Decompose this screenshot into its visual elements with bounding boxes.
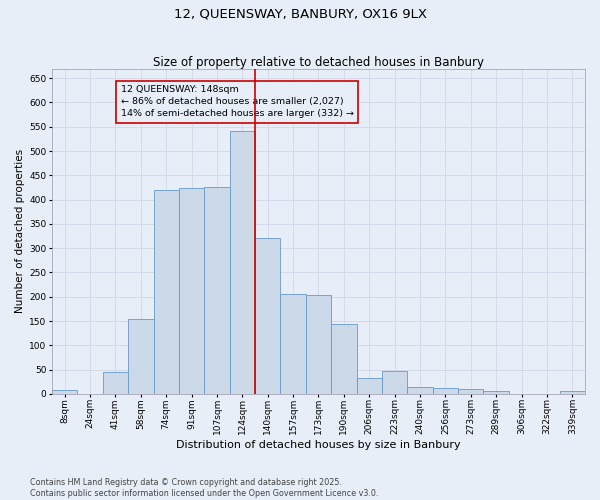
Bar: [128, 318, 154, 394]
Bar: [484, 390, 509, 394]
Bar: [103, 372, 128, 394]
Bar: [255, 238, 280, 394]
Bar: [407, 386, 433, 394]
Bar: [179, 188, 204, 394]
Bar: [230, 130, 255, 394]
Bar: [356, 378, 382, 394]
Y-axis label: Number of detached properties: Number of detached properties: [15, 149, 25, 314]
Text: 12, QUEENSWAY, BANBURY, OX16 9LX: 12, QUEENSWAY, BANBURY, OX16 9LX: [173, 8, 427, 20]
Text: Contains HM Land Registry data © Crown copyright and database right 2025.
Contai: Contains HM Land Registry data © Crown c…: [30, 478, 379, 498]
Bar: [331, 324, 356, 394]
Bar: [560, 390, 585, 394]
Title: Size of property relative to detached houses in Banbury: Size of property relative to detached ho…: [153, 56, 484, 68]
Bar: [154, 190, 179, 394]
Bar: [204, 188, 230, 394]
X-axis label: Distribution of detached houses by size in Banbury: Distribution of detached houses by size …: [176, 440, 461, 450]
Bar: [52, 390, 77, 394]
Bar: [433, 388, 458, 394]
Bar: [306, 296, 331, 394]
Text: 12 QUEENSWAY: 148sqm
← 86% of detached houses are smaller (2,027)
14% of semi-de: 12 QUEENSWAY: 148sqm ← 86% of detached h…: [121, 86, 353, 118]
Bar: [382, 371, 407, 394]
Bar: [458, 389, 484, 394]
Bar: [280, 294, 306, 394]
